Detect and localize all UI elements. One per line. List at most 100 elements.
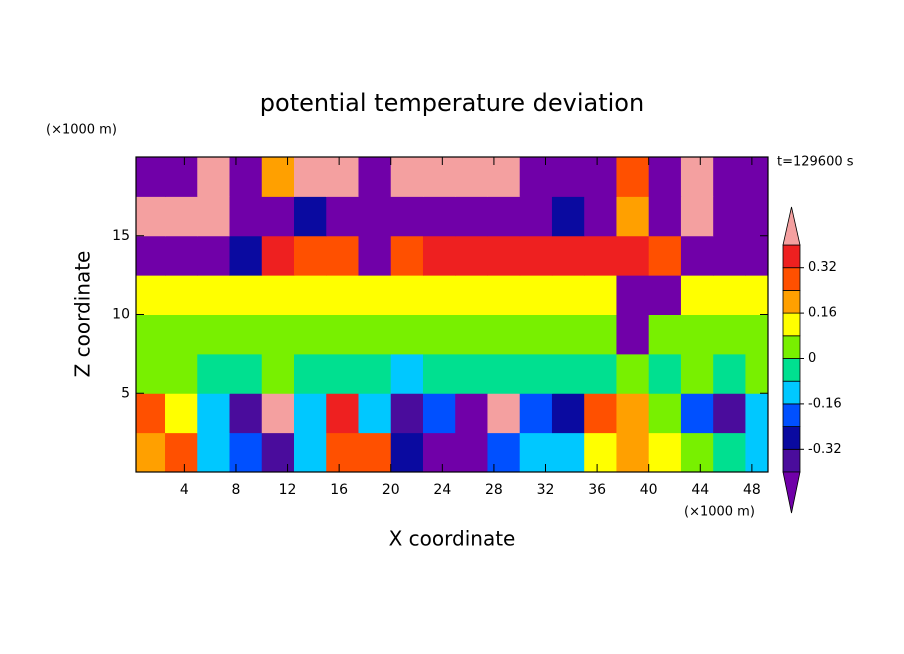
contour-cell bbox=[551, 393, 585, 434]
x-tick-label: 36 bbox=[588, 482, 606, 498]
colorbar-band bbox=[782, 358, 801, 382]
contour-cell bbox=[455, 393, 488, 434]
contour-cell bbox=[197, 432, 231, 472]
x-axis-label: X coordinate bbox=[389, 527, 516, 551]
contour-cell bbox=[294, 432, 327, 472]
contour-cell bbox=[165, 235, 198, 276]
contour-cell bbox=[358, 393, 392, 434]
colorbar-band bbox=[782, 244, 801, 269]
y-tick-label: 15 bbox=[112, 228, 130, 244]
contour-cell bbox=[390, 196, 424, 237]
colorbar-tick-label: -0.32 bbox=[808, 442, 842, 457]
contour-cell bbox=[455, 235, 488, 276]
contour-cell bbox=[229, 353, 263, 394]
contour-cell bbox=[165, 393, 198, 434]
contour-cell bbox=[358, 432, 392, 472]
contour-cell bbox=[616, 275, 650, 315]
contour-cell bbox=[584, 353, 617, 394]
contour-cell bbox=[713, 196, 746, 237]
colorbar-tick-label: -0.16 bbox=[808, 396, 842, 411]
contour-cell bbox=[616, 157, 650, 197]
colorbar-tick-label: 0.32 bbox=[808, 260, 837, 275]
contour-cell bbox=[422, 353, 456, 394]
contour-cell bbox=[487, 157, 521, 197]
contour-cell bbox=[294, 353, 327, 394]
contour-cell bbox=[390, 275, 424, 315]
contour-cell bbox=[713, 353, 746, 394]
contour-cell bbox=[487, 314, 521, 355]
contour-cell bbox=[680, 393, 714, 434]
contour-cell bbox=[455, 157, 488, 197]
y-unit-label: (×1000 m) bbox=[46, 123, 117, 138]
contour-cell bbox=[136, 353, 166, 394]
contour-cell bbox=[519, 235, 553, 276]
x-tick-label: 48 bbox=[743, 482, 761, 498]
contour-cell bbox=[422, 432, 456, 472]
contour-cell bbox=[680, 275, 714, 315]
contour-cell bbox=[648, 235, 682, 276]
contour-cell bbox=[519, 393, 553, 434]
contour-cell bbox=[422, 393, 456, 434]
contour-cell bbox=[229, 196, 263, 237]
contour-cell bbox=[229, 314, 263, 355]
colorbar-band bbox=[782, 267, 801, 291]
x-tick-label: 4 bbox=[180, 482, 189, 498]
contour-cell bbox=[648, 353, 682, 394]
contour-cell bbox=[390, 353, 424, 394]
contour-field bbox=[136, 157, 768, 472]
contour-cell bbox=[197, 275, 231, 315]
contour-cell bbox=[584, 393, 617, 434]
contour-cell bbox=[455, 196, 488, 237]
contour-cell bbox=[584, 275, 617, 315]
contour-cell bbox=[229, 393, 263, 434]
contour-cell bbox=[551, 196, 585, 237]
contour-cell bbox=[616, 393, 650, 434]
contour-cell bbox=[165, 314, 198, 355]
time-annotation: t=129600 s bbox=[777, 155, 854, 170]
colorbar-band bbox=[782, 380, 801, 405]
colorbar-top bbox=[782, 206, 801, 246]
contour-cell bbox=[294, 157, 327, 197]
contour-cell bbox=[648, 314, 682, 355]
contour-cell bbox=[165, 275, 198, 315]
contour-cell bbox=[422, 314, 456, 355]
contour-cell bbox=[165, 353, 198, 394]
chart-title: potential temperature deviation bbox=[260, 89, 644, 117]
contour-cell bbox=[519, 196, 553, 237]
contour-cell bbox=[229, 235, 263, 276]
contour-cell bbox=[616, 314, 650, 355]
contour-cell bbox=[487, 235, 521, 276]
contour-cell bbox=[648, 157, 682, 197]
contour-cell bbox=[745, 196, 768, 237]
contour-cell bbox=[358, 275, 392, 315]
contour-cell bbox=[519, 275, 553, 315]
contour-cell bbox=[358, 157, 392, 197]
contour-cell bbox=[326, 157, 359, 197]
contour-cell bbox=[584, 432, 617, 472]
contour-cell bbox=[261, 235, 295, 276]
contour-cell bbox=[326, 235, 359, 276]
contour-cell bbox=[390, 157, 424, 197]
x-tick-label: 16 bbox=[330, 482, 348, 498]
contour-cell bbox=[294, 235, 327, 276]
contour-cell bbox=[165, 196, 198, 237]
contour-cell bbox=[229, 432, 263, 472]
contour-cell bbox=[294, 393, 327, 434]
contour-cell bbox=[713, 157, 746, 197]
colorbar-tick-label: 0.16 bbox=[808, 306, 837, 321]
contour-cell bbox=[261, 393, 295, 434]
contour-cell bbox=[519, 314, 553, 355]
contour-cell bbox=[680, 432, 714, 472]
contour-cell bbox=[422, 235, 456, 276]
contour-cell bbox=[165, 432, 198, 472]
contour-cell bbox=[326, 353, 359, 394]
contour-cell bbox=[197, 157, 231, 197]
contour-cell bbox=[326, 314, 359, 355]
contour-cell bbox=[390, 393, 424, 434]
contour-cell bbox=[197, 235, 231, 276]
colorbar-band bbox=[782, 335, 801, 359]
contour-cell bbox=[326, 275, 359, 315]
contour-cell bbox=[648, 275, 682, 315]
contour-cell bbox=[261, 432, 295, 472]
contour-cell bbox=[745, 353, 768, 394]
